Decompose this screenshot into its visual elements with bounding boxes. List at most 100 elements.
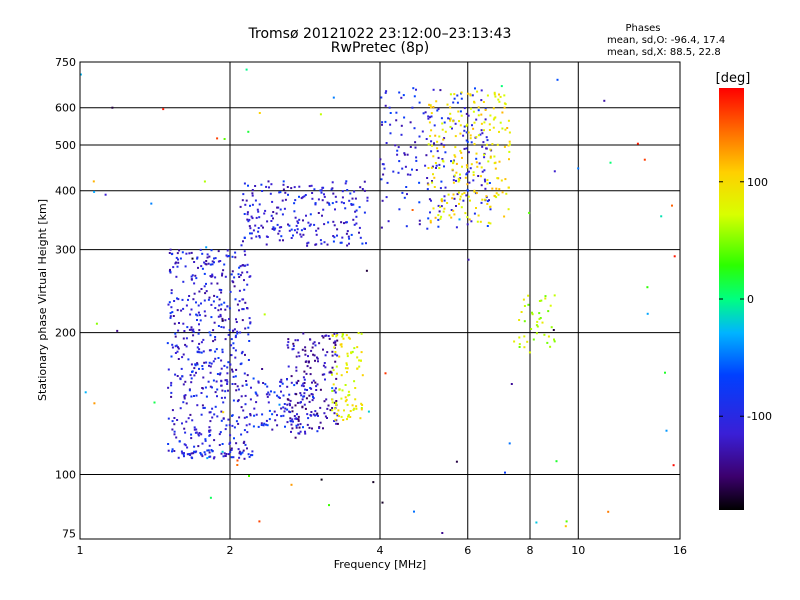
data-point bbox=[472, 127, 475, 130]
data-point bbox=[466, 140, 469, 143]
data-point bbox=[468, 170, 470, 173]
data-point bbox=[195, 313, 198, 316]
data-point bbox=[320, 478, 323, 481]
data-point bbox=[257, 210, 260, 213]
data-point bbox=[176, 350, 179, 353]
data-point bbox=[304, 388, 307, 391]
data-point bbox=[214, 336, 217, 338]
data-point bbox=[339, 241, 342, 244]
data-point bbox=[214, 350, 217, 353]
data-point bbox=[465, 147, 468, 150]
data-point bbox=[470, 141, 473, 144]
data-point bbox=[199, 319, 202, 322]
data-point bbox=[212, 360, 215, 363]
data-point bbox=[296, 413, 298, 416]
x-tick-label: 16 bbox=[673, 544, 687, 557]
data-point bbox=[297, 415, 300, 418]
data-point bbox=[177, 261, 180, 264]
data-point bbox=[327, 221, 330, 224]
data-point bbox=[458, 120, 460, 123]
data-point bbox=[293, 415, 296, 417]
data-point bbox=[469, 94, 472, 97]
data-point bbox=[183, 427, 186, 430]
data-point bbox=[478, 162, 481, 165]
data-point bbox=[506, 127, 509, 129]
data-point bbox=[413, 95, 416, 98]
data-point bbox=[350, 233, 353, 236]
data-point bbox=[432, 173, 434, 176]
data-point bbox=[291, 406, 294, 409]
data-point bbox=[307, 241, 310, 244]
data-point bbox=[232, 375, 235, 378]
data-point bbox=[251, 192, 254, 195]
data-point bbox=[296, 339, 299, 342]
data-point bbox=[449, 106, 452, 109]
data-point bbox=[353, 347, 356, 350]
data-point bbox=[335, 365, 338, 368]
data-point bbox=[231, 383, 234, 385]
data-point bbox=[498, 188, 501, 191]
data-point bbox=[219, 315, 222, 318]
data-point bbox=[346, 244, 349, 247]
data-point bbox=[251, 454, 254, 457]
data-point bbox=[218, 298, 221, 301]
data-point bbox=[384, 91, 387, 94]
data-point bbox=[320, 242, 323, 245]
data-point bbox=[216, 282, 219, 285]
data-point bbox=[535, 324, 538, 327]
data-point bbox=[221, 450, 224, 453]
data-point bbox=[319, 388, 322, 391]
data-point bbox=[477, 134, 480, 137]
data-point bbox=[212, 329, 215, 332]
data-point bbox=[483, 198, 486, 201]
data-point bbox=[314, 410, 317, 413]
data-point bbox=[488, 123, 491, 126]
data-point bbox=[216, 295, 219, 298]
data-point bbox=[228, 442, 231, 445]
data-point bbox=[472, 171, 475, 174]
data-point bbox=[331, 409, 334, 412]
data-points bbox=[79, 68, 676, 534]
data-point bbox=[465, 112, 468, 115]
data-point bbox=[245, 199, 248, 202]
data-point bbox=[480, 175, 482, 178]
data-point bbox=[449, 125, 452, 128]
data-point bbox=[302, 376, 305, 379]
data-point bbox=[455, 226, 458, 229]
data-point bbox=[177, 456, 180, 459]
data-point bbox=[304, 346, 307, 349]
data-point bbox=[252, 229, 255, 232]
data-point bbox=[176, 375, 179, 377]
data-point bbox=[352, 218, 355, 221]
data-point bbox=[411, 106, 414, 109]
data-point bbox=[412, 87, 415, 90]
data-point bbox=[413, 510, 415, 513]
data-point bbox=[671, 204, 673, 207]
x-tick-label: 10 bbox=[571, 544, 585, 557]
data-point bbox=[320, 191, 323, 194]
data-point bbox=[327, 335, 330, 337]
data-point bbox=[489, 148, 492, 151]
data-point bbox=[454, 155, 457, 158]
data-point bbox=[357, 332, 360, 335]
data-point bbox=[475, 157, 478, 160]
data-point bbox=[346, 418, 348, 421]
data-point bbox=[309, 373, 312, 376]
data-point bbox=[317, 360, 319, 363]
data-point bbox=[300, 197, 303, 200]
data-point bbox=[334, 418, 337, 421]
data-point bbox=[340, 397, 343, 400]
data-point bbox=[201, 404, 204, 407]
data-point bbox=[220, 367, 223, 370]
data-point bbox=[266, 395, 269, 398]
data-point bbox=[349, 192, 352, 195]
data-point bbox=[332, 383, 335, 386]
data-point bbox=[340, 345, 343, 348]
data-point bbox=[201, 252, 204, 255]
data-point bbox=[440, 180, 443, 183]
data-point bbox=[188, 453, 191, 455]
data-point bbox=[452, 209, 455, 212]
data-point bbox=[504, 128, 507, 131]
data-point bbox=[403, 153, 406, 156]
data-point bbox=[184, 265, 187, 268]
